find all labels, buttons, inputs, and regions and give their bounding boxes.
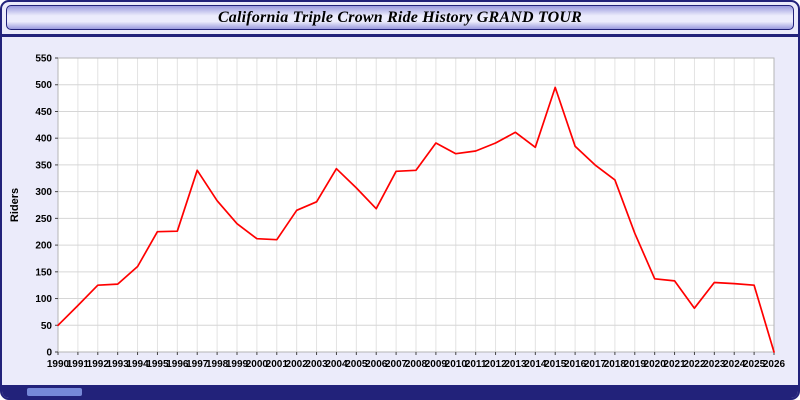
window-bottom-bar	[2, 385, 798, 398]
svg-text:450: 450	[35, 107, 52, 118]
title-separator	[2, 34, 798, 37]
svg-text:150: 150	[35, 267, 52, 278]
svg-text:2016: 2016	[564, 359, 587, 370]
svg-text:2017: 2017	[584, 359, 607, 370]
window-title-bar: California Triple Crown Ride History GRA…	[6, 5, 794, 30]
svg-text:2013: 2013	[504, 359, 527, 370]
svg-text:2026: 2026	[763, 359, 786, 370]
svg-text:2002: 2002	[286, 359, 309, 370]
svg-text:2020: 2020	[644, 359, 667, 370]
svg-text:1993: 1993	[107, 359, 130, 370]
svg-text:2008: 2008	[405, 359, 428, 370]
svg-text:2011: 2011	[465, 359, 487, 370]
svg-text:2003: 2003	[305, 359, 328, 370]
svg-text:2006: 2006	[365, 359, 388, 370]
svg-text:2022: 2022	[683, 359, 706, 370]
svg-text:2000: 2000	[246, 359, 269, 370]
x-axis-labels: 1990199119921993199419951996199719981999…	[47, 352, 786, 370]
svg-text:1999: 1999	[226, 359, 249, 370]
svg-text:1996: 1996	[166, 359, 189, 370]
svg-text:2005: 2005	[345, 359, 368, 370]
svg-text:100: 100	[35, 294, 52, 305]
svg-text:2014: 2014	[524, 359, 547, 370]
svg-text:2004: 2004	[325, 359, 348, 370]
svg-text:1998: 1998	[206, 359, 229, 370]
svg-text:200: 200	[35, 241, 52, 252]
svg-text:1997: 1997	[186, 359, 209, 370]
svg-text:0: 0	[46, 348, 52, 359]
svg-text:2009: 2009	[425, 359, 448, 370]
svg-text:350: 350	[35, 160, 52, 171]
chart-area: 0 50 100 150 200 250 300 350 400 450 500 550 1990 199…	[6, 44, 798, 384]
series-line-riders	[57, 86, 775, 353]
svg-text:2021: 2021	[663, 359, 686, 370]
svg-text:1994: 1994	[126, 359, 149, 370]
svg-text:2010: 2010	[445, 359, 468, 370]
svg-text:2018: 2018	[604, 359, 627, 370]
svg-text:2019: 2019	[624, 359, 647, 370]
svg-text:1995: 1995	[146, 359, 169, 370]
chart-title: California Triple Crown Ride History GRA…	[217, 8, 583, 26]
svg-text:2025: 2025	[743, 359, 766, 370]
svg-text:400: 400	[35, 134, 52, 145]
svg-text:2012: 2012	[484, 359, 507, 370]
svg-text:2023: 2023	[703, 359, 726, 370]
riders-line-chart: 0501001502002503003504004505005501990199…	[9, 54, 786, 371]
svg-text:2007: 2007	[385, 359, 408, 370]
svg-text:1990: 1990	[47, 359, 70, 370]
status-indicator	[27, 388, 82, 396]
svg-text:550: 550	[35, 54, 52, 65]
svg-text:2024: 2024	[723, 359, 746, 370]
svg-text:500: 500	[35, 80, 52, 91]
svg-text:300: 300	[35, 187, 52, 198]
svg-text:2015: 2015	[544, 359, 567, 370]
y-axis-title: Riders	[9, 188, 21, 222]
svg-text:50: 50	[41, 321, 53, 332]
y-axis-labels: 0 50 100 150 200 250 300 350 400 450 500 550	[35, 54, 58, 359]
svg-text:2001: 2001	[266, 359, 289, 370]
vertical-gridlines	[57, 58, 775, 352]
svg-text:1992: 1992	[87, 359, 110, 370]
svg-text:250: 250	[35, 214, 52, 225]
svg-text:1991: 1991	[67, 359, 90, 370]
